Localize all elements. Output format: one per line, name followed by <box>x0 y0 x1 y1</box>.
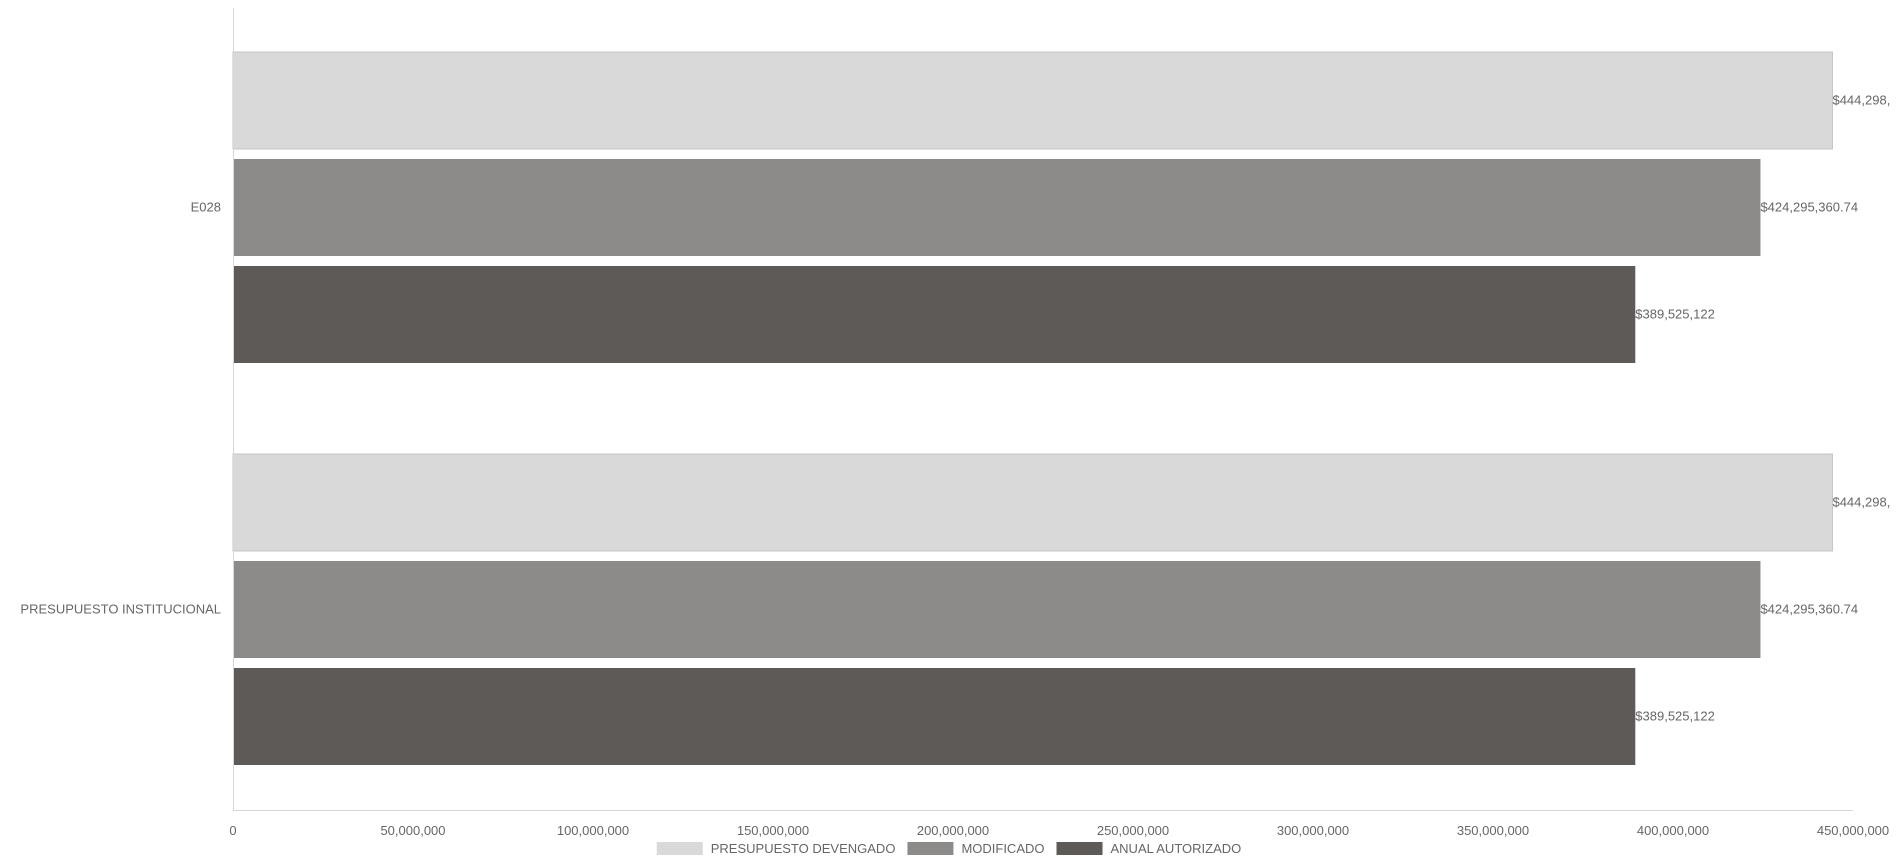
x-tick-label-6: 250,000,000 <box>1097 823 1169 838</box>
bar-1-1[interactable] <box>232 51 1833 150</box>
x-tick-label-5: 200,000,000 <box>917 823 989 838</box>
legend-swatch-3 <box>1056 842 1103 855</box>
x-tick-label-2: 50,000,000 <box>380 823 445 838</box>
bar-1-3[interactable] <box>233 266 1636 363</box>
x-tick-label-4: 150,000,000 <box>737 823 809 838</box>
bar-1-2[interactable] <box>233 159 1761 256</box>
legend[interactable]: PRESUPUESTO DEVENGADO MODIFICADO ANUAL AUT… <box>656 841 1242 856</box>
legend-label-1: PRESUPUESTO DEVENGADO <box>711 841 896 856</box>
data-label-1-1: $444,298, <box>1832 93 1890 108</box>
data-label-2-2: $424,295,360.74 <box>1760 602 1858 617</box>
x-tick-label-7: 300,000,000 <box>1277 823 1349 838</box>
data-label-1-3: $389,525,122 <box>1635 307 1715 322</box>
axis-layer: 0 50,000,000 100,000,000 150,000,000 200,000… <box>229 8 1889 838</box>
legend-item-1[interactable]: PRESUPUESTO DEVENGADO <box>656 841 896 856</box>
bar-2-3[interactable] <box>233 668 1636 765</box>
x-tick-label-3: 100,000,000 <box>557 823 629 838</box>
data-label-2-1: $444,298, <box>1832 495 1890 510</box>
legend-label-3: ANUAL AUTORIZADO <box>1111 841 1242 856</box>
category-label-2: PRESUPUESTO INSTITUCIONAL <box>20 602 221 617</box>
bar-2-2[interactable] <box>233 561 1761 658</box>
labels-layer: $444,298, $424,295,360.74 $389,525,122 E028… <box>20 93 1890 724</box>
data-label-2-3: $389,525,122 <box>1635 709 1715 724</box>
bars-layer <box>232 51 1833 765</box>
x-tick-label-1: 0 <box>229 823 236 838</box>
legend-item-2[interactable]: MODIFICADO <box>907 841 1045 856</box>
legend-swatch-2 <box>907 842 954 855</box>
legend-swatch-1 <box>656 842 703 855</box>
x-tick-label-8: 350,000,000 <box>1457 823 1529 838</box>
x-tick-label-9: 400,000,000 <box>1637 823 1709 838</box>
bar-2-1[interactable] <box>232 453 1833 552</box>
x-tick-label-10: 450,000,000 <box>1817 823 1889 838</box>
legend-item-3[interactable]: ANUAL AUTORIZADO <box>1056 841 1242 856</box>
data-label-1-2: $424,295,360.74 <box>1760 200 1858 215</box>
category-label-1: E028 <box>191 200 221 215</box>
legend-label-2: MODIFICADO <box>961 841 1044 856</box>
